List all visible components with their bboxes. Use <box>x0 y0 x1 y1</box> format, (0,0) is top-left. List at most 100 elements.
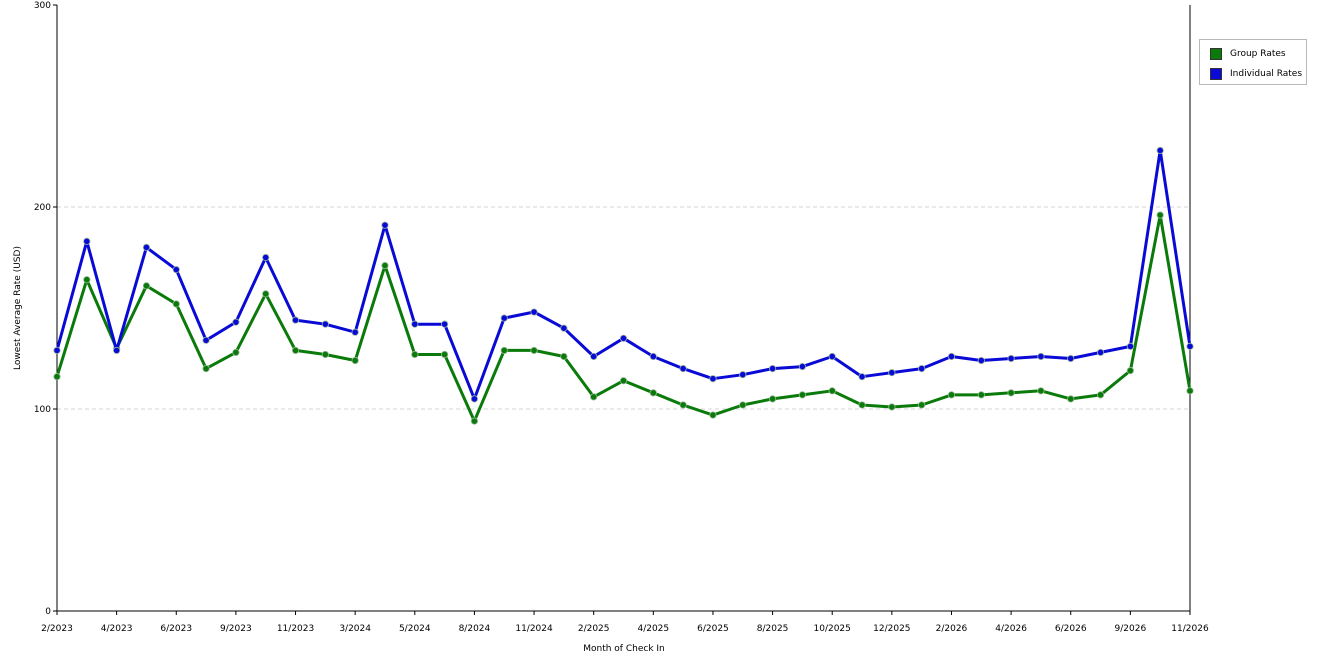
data-point-individual-rates <box>232 318 240 326</box>
data-point-group-rates <box>530 346 538 355</box>
data-point-group-rates <box>679 401 687 409</box>
data-point-individual-rates <box>470 395 479 403</box>
legend-swatch-individual-rates <box>1210 68 1222 80</box>
x-tick-label: 8/2024 <box>459 624 491 634</box>
x-tick-label: 11/2024 <box>515 624 553 634</box>
data-point-group-rates <box>918 401 926 409</box>
series-line-individual-rates <box>55 148 1192 401</box>
x-axis-title: Month of Check In <box>583 644 665 654</box>
data-point-group-rates <box>351 356 359 365</box>
data-point-individual-rates <box>1156 146 1164 155</box>
y-axis-title: Lowest Average Rate (USD) <box>13 246 23 370</box>
data-point-individual-rates <box>1096 348 1105 357</box>
data-point-individual-rates <box>500 314 508 322</box>
data-point-group-rates <box>381 261 389 270</box>
data-point-group-rates <box>321 350 329 359</box>
data-point-individual-rates <box>739 371 747 379</box>
data-point-individual-rates <box>291 316 300 324</box>
data-point-individual-rates <box>977 356 985 365</box>
data-point-group-rates <box>142 282 151 290</box>
data-point-individual-rates <box>411 320 419 328</box>
data-point-group-rates <box>83 276 91 284</box>
legend-item-individual-rates: Individual Rates <box>1210 67 1302 81</box>
data-point-individual-rates <box>172 266 180 274</box>
data-point-group-rates <box>858 401 866 409</box>
data-point-individual-rates <box>768 364 777 373</box>
data-point-group-rates <box>1037 387 1045 395</box>
data-point-individual-rates <box>441 320 449 328</box>
data-point-individual-rates <box>113 346 121 355</box>
data-point-individual-rates <box>262 253 270 262</box>
data-point-individual-rates <box>1037 352 1045 361</box>
x-tick-label: 4/2025 <box>637 624 669 634</box>
data-point-group-rates <box>1126 367 1134 375</box>
axes <box>56 5 1191 612</box>
x-tick-label: 10/2025 <box>814 624 851 634</box>
y-tick-label: 100 <box>34 405 51 415</box>
x-tick-label: 11/2026 <box>1171 624 1209 634</box>
data-point-group-rates <box>739 401 747 409</box>
data-point-individual-rates <box>142 243 151 251</box>
data-point-group-rates <box>590 393 598 401</box>
x-tick-label: 2/2025 <box>578 624 610 634</box>
data-point-group-rates <box>1067 395 1075 403</box>
data-point-group-rates <box>291 346 300 355</box>
x-axis-ticks: 2/2023 4/2023 6/2023 9/2023 11/2023 3/2024 5/2… <box>41 611 1209 634</box>
data-point-individual-rates <box>888 369 896 377</box>
data-point-individual-rates <box>918 364 926 373</box>
y-tick-label: 0 <box>45 607 51 617</box>
x-tick-label: 4/2023 <box>101 624 133 634</box>
series-lines <box>53 146 1194 425</box>
x-tick-label: 6/2025 <box>697 624 729 634</box>
data-point-individual-rates <box>1126 342 1134 350</box>
data-point-group-rates <box>709 411 717 419</box>
y-axis-ticks: 0 100 200 300 <box>34 1 57 617</box>
data-point-individual-rates <box>798 362 806 371</box>
x-tick-label: 12/2025 <box>873 624 910 634</box>
data-point-group-rates <box>500 346 508 355</box>
data-point-individual-rates <box>560 324 568 332</box>
data-point-group-rates <box>1186 387 1194 395</box>
data-point-individual-rates <box>828 352 836 361</box>
data-point-group-rates <box>470 417 479 425</box>
y-tick-label: 200 <box>34 203 51 213</box>
data-point-group-rates <box>619 377 628 385</box>
data-point-group-rates <box>441 350 449 359</box>
data-point-group-rates <box>977 391 985 399</box>
data-point-group-rates <box>262 290 270 298</box>
series-line-group-rates <box>55 213 1192 423</box>
data-point-individual-rates <box>53 346 61 355</box>
data-point-individual-rates <box>381 221 389 229</box>
legend-label-individual-rates: Individual Rates <box>1230 69 1303 79</box>
data-point-individual-rates <box>590 352 598 361</box>
data-point-group-rates <box>888 403 896 411</box>
x-tick-label: 6/2026 <box>1055 624 1087 634</box>
x-tick-label: 2/2026 <box>936 624 968 634</box>
data-point-individual-rates <box>858 373 866 381</box>
data-point-individual-rates <box>321 320 329 328</box>
x-tick-label: 2/2023 <box>41 624 73 634</box>
x-tick-label: 6/2023 <box>160 624 192 634</box>
data-point-group-rates <box>649 389 657 397</box>
y-tick-label: 300 <box>34 1 51 11</box>
data-point-individual-rates <box>83 237 91 245</box>
legend-item-group-rates: Group Rates <box>1210 47 1286 61</box>
data-point-group-rates <box>172 300 180 308</box>
x-tick-label: 11/2023 <box>277 624 314 634</box>
data-point-individual-rates <box>1067 354 1075 363</box>
data-point-individual-rates <box>530 308 538 316</box>
legend-swatch-group-rates <box>1210 48 1222 60</box>
data-point-individual-rates <box>947 352 956 361</box>
data-point-individual-rates <box>709 375 717 383</box>
data-point-group-rates <box>1156 211 1164 219</box>
data-point-group-rates <box>232 348 240 357</box>
data-point-group-rates <box>202 364 210 373</box>
x-tick-label: 9/2026 <box>1115 624 1147 634</box>
x-tick-label: 5/2024 <box>399 624 431 634</box>
data-point-group-rates <box>828 387 836 395</box>
data-point-individual-rates <box>649 352 657 361</box>
legend-label-group-rates: Group Rates <box>1230 49 1286 59</box>
x-tick-label: 8/2025 <box>757 624 789 634</box>
x-tick-label: 3/2024 <box>339 624 371 634</box>
